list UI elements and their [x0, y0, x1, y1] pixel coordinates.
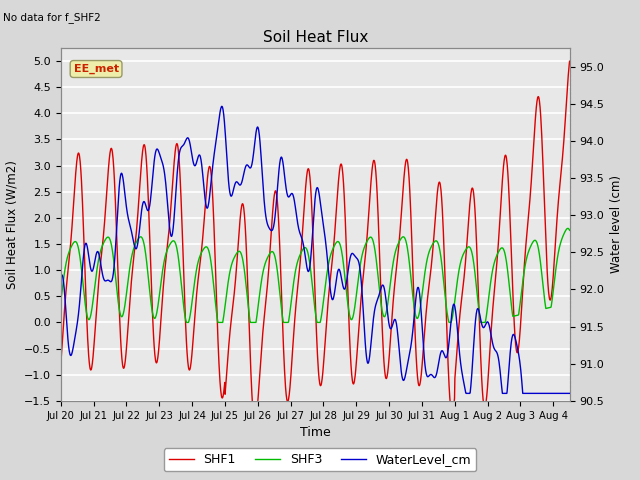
SHF3: [183, 320, 191, 325]
SHF1: [251, 420, 259, 426]
Line: SHF1: SHF1: [61, 61, 570, 423]
Y-axis label: Soil Heat Flux (W/m2): Soil Heat Flux (W/m2): [6, 160, 19, 289]
X-axis label: Time: Time: [300, 426, 331, 439]
SHF3: [293, 262, 301, 268]
SHF1: [273, 195, 281, 201]
SHF3: [273, 265, 281, 271]
Y-axis label: Water level (cm): Water level (cm): [610, 175, 623, 274]
WaterLevel_cm: [117, 171, 125, 177]
WaterLevel_cm: [218, 104, 225, 109]
WaterLevel_cm: [347, 253, 355, 259]
SHF3: [284, 320, 291, 325]
SHF1: [566, 59, 573, 64]
WaterLevel_cm: [97, 258, 104, 264]
Line: SHF3: SHF3: [61, 228, 570, 323]
SHF3: [566, 228, 573, 233]
SHF1: [57, 361, 65, 367]
WaterLevel_cm: [57, 275, 65, 280]
Title: Soil Heat Flux: Soil Heat Flux: [262, 30, 368, 46]
SHF3: [117, 313, 125, 319]
SHF3: [57, 299, 65, 304]
WaterLevel_cm: [462, 391, 470, 396]
SHF1: [293, 294, 301, 300]
Text: No data for f_SHF2: No data for f_SHF2: [3, 12, 101, 23]
Legend: SHF1, SHF3, WaterLevel_cm: SHF1, SHF3, WaterLevel_cm: [164, 448, 476, 471]
Line: WaterLevel_cm: WaterLevel_cm: [61, 107, 570, 394]
SHF3: [97, 250, 104, 255]
SHF1: [284, 399, 291, 405]
SHF3: [347, 316, 355, 322]
WaterLevel_cm: [566, 391, 573, 396]
WaterLevel_cm: [293, 214, 301, 220]
WaterLevel_cm: [284, 192, 291, 198]
SHF1: [117, 341, 125, 347]
SHF1: [347, 357, 355, 363]
SHF1: [97, 264, 104, 270]
Text: EE_met: EE_met: [74, 64, 118, 74]
SHF3: [564, 226, 572, 231]
WaterLevel_cm: [273, 191, 281, 197]
